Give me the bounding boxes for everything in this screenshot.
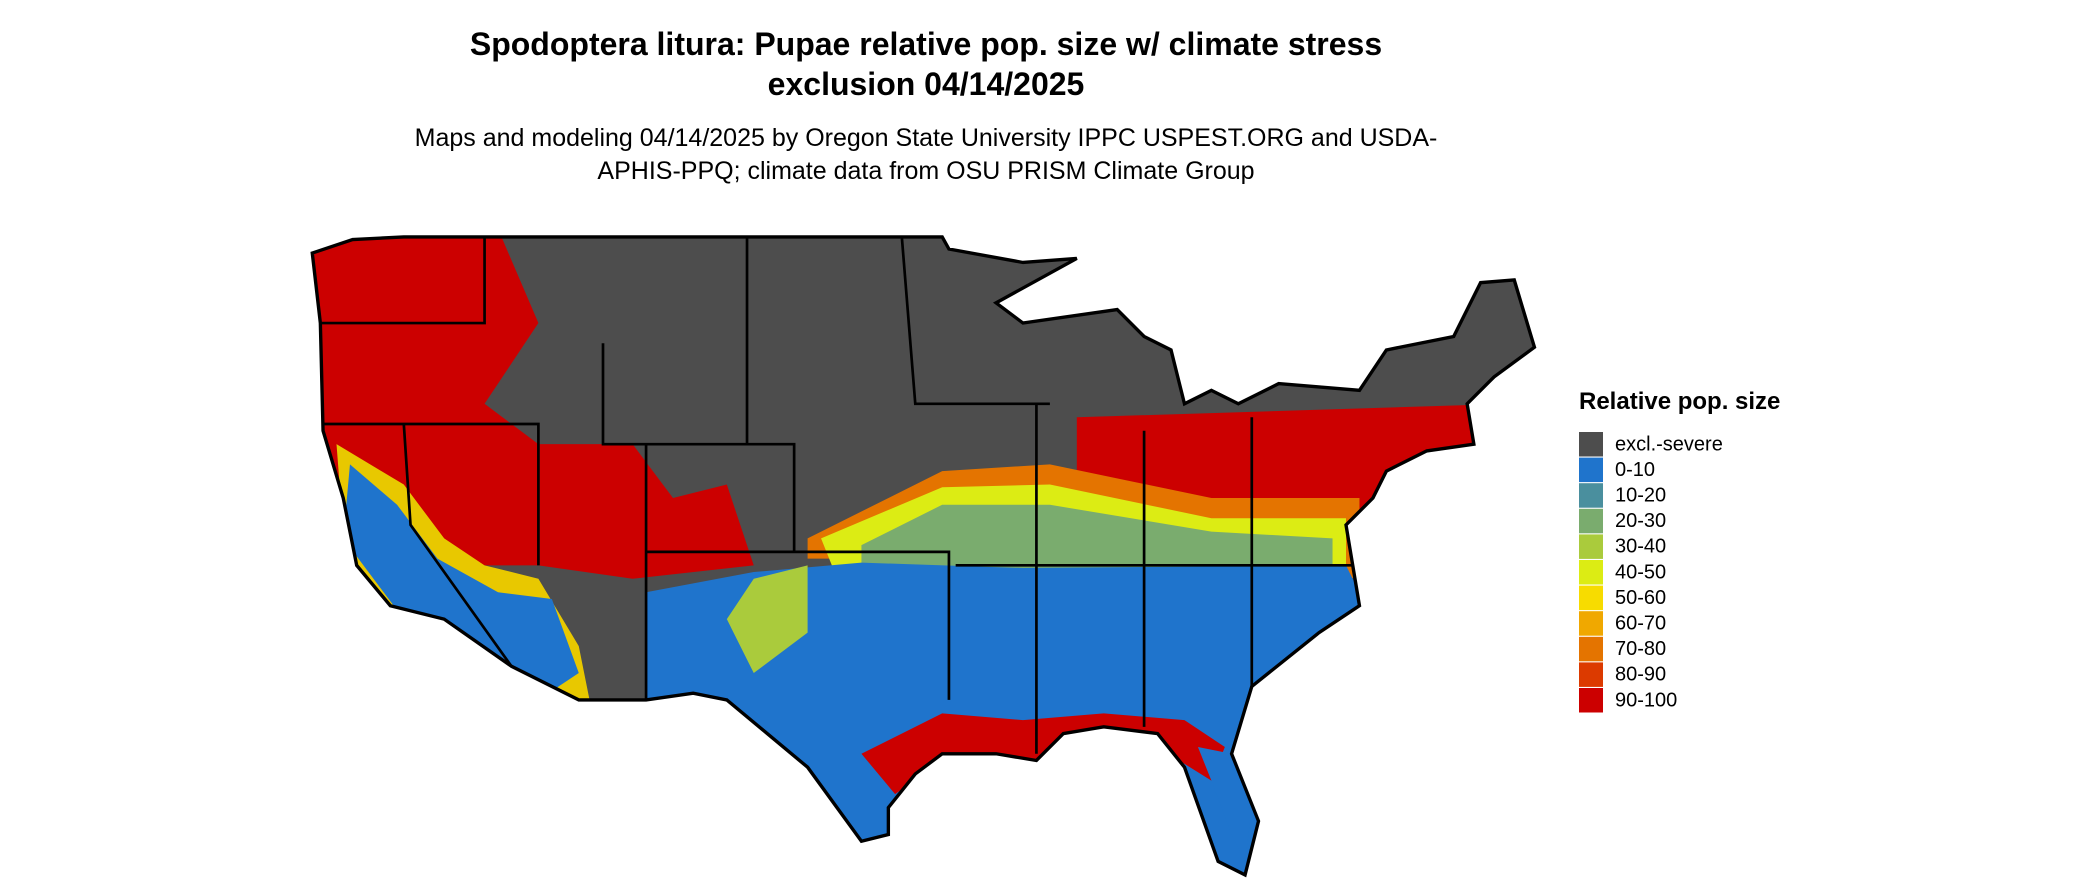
us-map <box>310 235 1537 877</box>
legend-swatch <box>1579 457 1603 483</box>
state-line <box>646 550 951 700</box>
state-line <box>402 423 513 668</box>
ca-zone <box>343 464 579 700</box>
legend-label: excl.-severe <box>1615 433 1723 455</box>
legend-label: 50-60 <box>1615 587 1666 609</box>
legend-swatch <box>1579 688 1603 713</box>
legend-swatch <box>1579 662 1603 687</box>
state-line <box>900 236 1050 406</box>
legend-label: 10-20 <box>1615 484 1666 506</box>
legend-label: 30-40 <box>1615 536 1666 558</box>
state-line <box>320 236 486 325</box>
legend-swatch <box>1579 534 1603 559</box>
state-line <box>323 422 540 566</box>
legend-label: 70-80 <box>1615 638 1666 660</box>
legend-label: 80-90 <box>1615 664 1666 686</box>
legend-label: 40-50 <box>1615 561 1666 583</box>
state-lines <box>320 236 1353 754</box>
west-zone <box>312 236 754 579</box>
legend-swatch <box>1579 483 1603 508</box>
legend-swatch <box>1579 560 1603 585</box>
legend-title: Relative pop. size <box>1579 388 1780 415</box>
map-title: Spodoptera litura: Pupae relative pop. s… <box>469 26 1383 102</box>
legend-label: 0-10 <box>1615 459 1655 481</box>
legend-label: 60-70 <box>1615 612 1666 634</box>
legend-swatch <box>1579 585 1603 611</box>
legend-label: 90-100 <box>1615 689 1677 711</box>
legend-swatch <box>1579 611 1603 636</box>
legend-swatch <box>1579 636 1603 662</box>
state-line <box>601 343 796 552</box>
legend-swatch <box>1579 508 1603 534</box>
legend-label: 20-30 <box>1615 510 1666 532</box>
map-subtitle: Maps and modeling 04/14/2025 by Oregon S… <box>414 124 1438 185</box>
legend-swatch <box>1579 432 1603 457</box>
tx-band <box>726 565 808 673</box>
fl-zone <box>1197 747 1252 862</box>
